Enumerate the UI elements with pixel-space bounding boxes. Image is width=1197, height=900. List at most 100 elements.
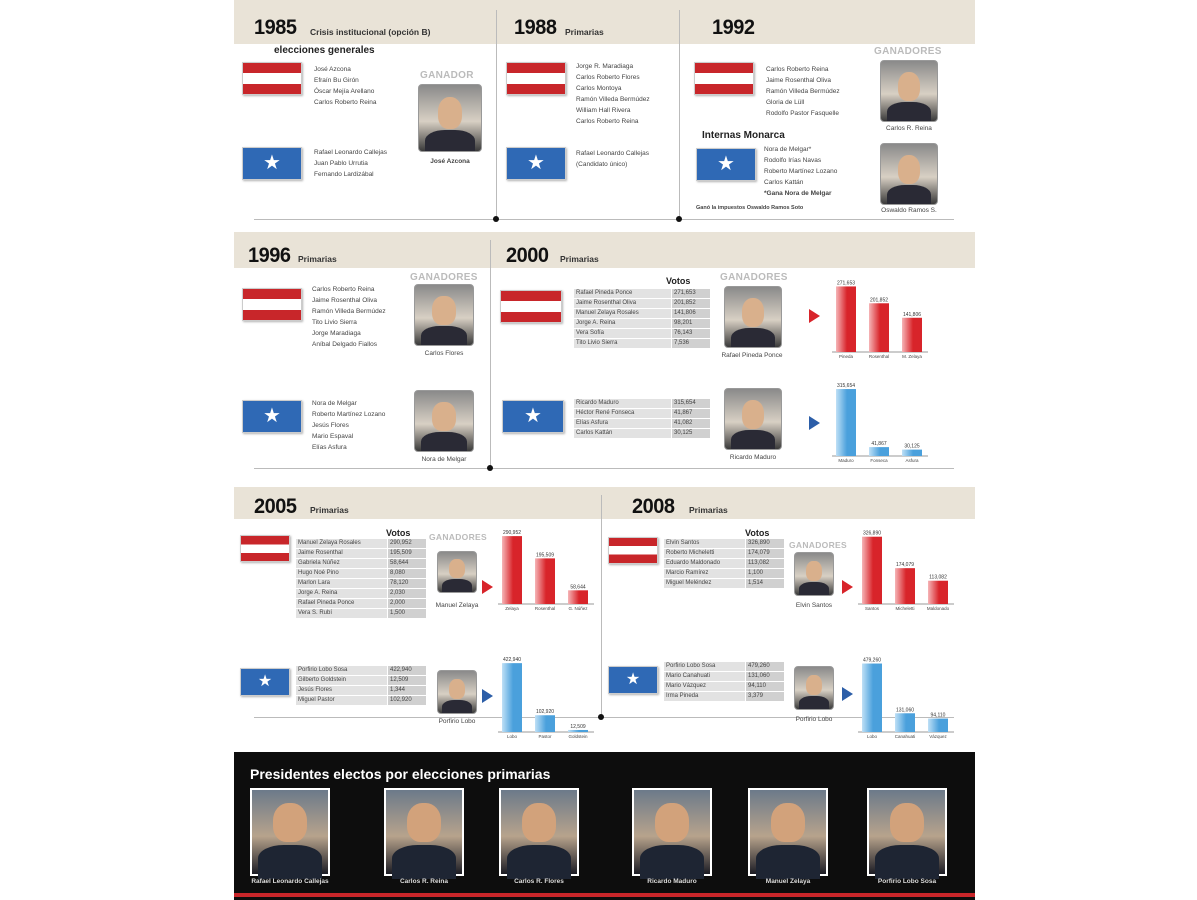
winner-label-2008: GANADORES — [789, 540, 847, 550]
category-label: Rosenthal — [869, 354, 889, 359]
winner-label-1985: GANADOR — [420, 70, 474, 81]
year-1988: 1988 — [514, 16, 557, 39]
winner-label-1992: GANADORES — [874, 46, 942, 57]
winner-photo-1996-1 — [414, 284, 474, 346]
chart-bar — [568, 729, 588, 732]
data-label: 479,260 — [863, 658, 881, 664]
president-photo — [748, 788, 828, 880]
liberal-flag — [506, 62, 566, 95]
data-label: 131,060 — [896, 707, 914, 713]
votes-2005-blue: Porfirio Lobo Sosa 422,940 Gilberto Golds… — [296, 666, 426, 706]
arrow-right-icon — [809, 309, 820, 323]
president-name: Carlos R. Flores — [514, 878, 564, 885]
category-label: Maldonado — [927, 606, 950, 611]
liberal-flag — [500, 290, 562, 323]
chart-bar — [902, 317, 922, 352]
chart-2005-blue: 422,940 Lobo 102,920 Pastor 12,509 Goldstein — [496, 648, 596, 745]
subtitle-1985: elecciones generales — [274, 45, 375, 56]
category-label: Canahuati — [895, 734, 916, 739]
winner-name-1992-2: Oswaldo Ramos S. — [881, 207, 937, 214]
names-1996-blue: Nora de Melgar Roberto Martínez Lozano Jes… — [312, 400, 386, 451]
chart-2000-blue: 315,654 Maduro 41,867 Fonseca 30,125 Asfura — [830, 372, 930, 469]
president-photo — [384, 788, 464, 880]
winner-name-1996-2: Nora de Melgar — [421, 456, 467, 463]
names-1988-red: Jorge R. Maradiaga Carlos Roberto Flores C… — [576, 63, 650, 125]
data-label: 174,079 — [896, 562, 914, 568]
data-label: 201,852 — [870, 297, 888, 303]
presidents-title: Presidentes electos por elecciones prima… — [250, 766, 551, 782]
data-label: 315,654 — [837, 383, 855, 389]
row3-band — [234, 487, 975, 519]
data-label: 30,125 — [904, 444, 920, 450]
winner-photo-1985 — [418, 84, 482, 152]
category-label: Asfura — [905, 458, 919, 463]
data-label: 94,110 — [931, 713, 946, 719]
title-2005: Primarias — [310, 505, 349, 515]
category-label: Pastor — [538, 734, 552, 739]
title-1985: Crisis institucional (opción B) — [310, 27, 431, 37]
category-label: Fonseca — [870, 458, 888, 463]
nacional-flag: ★ — [242, 400, 302, 433]
chart-2005-red: 290,952 Zelaya 195,509 Rosenthal 58,644 G. Nú… — [496, 520, 596, 617]
footnote-1992: Ganó la impuestos Oswaldo Ramos Soto — [696, 205, 804, 211]
names-1992-blue: Nora de Melgar* Rodolfo Irías Navas Robert… — [764, 146, 838, 197]
winner-name-2008-2: Porfirio Lobo — [795, 716, 833, 723]
winner-photo-1996-2 — [414, 390, 474, 452]
nacional-flag: ★ — [608, 666, 658, 694]
data-label: 290,952 — [503, 530, 521, 536]
chart-bar — [535, 558, 555, 604]
year-1985: 1985 — [254, 16, 297, 39]
winner-name-2008-1: Elvin Santos — [795, 602, 833, 609]
liberal-flag — [240, 535, 290, 562]
presidents-panel: Presidentes electos por elecciones prima… — [234, 752, 975, 900]
winner-name-2000-1: Rafael Pineda Ponce — [721, 352, 783, 359]
names-1985-red: José Azcona Efraín Bu Girón Óscar Mejía Ar… — [314, 66, 377, 106]
year-2000: 2000 — [506, 244, 549, 267]
chart-bar — [836, 286, 856, 352]
internas-title: Internas Monarca — [702, 130, 785, 141]
row1-band — [234, 0, 975, 44]
names-1996-red: Carlos Roberto Reina Jaime Rosenthal Oliv… — [312, 286, 386, 348]
votes-header-2008: Votos — [745, 528, 770, 538]
arrow-right-icon — [482, 689, 493, 703]
arrow-right-icon — [482, 580, 493, 594]
chart-bar — [862, 536, 882, 604]
president-photo — [499, 788, 579, 880]
liberal-flag — [242, 288, 302, 321]
data-label: 195,509 — [536, 552, 554, 558]
chart-bar — [869, 303, 889, 352]
winner-name-1992-1: Carlos R. Reina — [886, 125, 932, 132]
winner-photo-2005-1 — [437, 551, 477, 593]
category-label: Micheletti — [895, 606, 914, 611]
president-name: Ricardo Maduro — [647, 878, 697, 885]
bar-chart: 479,260 Lobo 131,060 Canahuati 94,110 Vázquez — [858, 658, 954, 739]
votes-2005-red: Manuel Zelaya Rosales 290,952 Jaime Rosen… — [296, 539, 426, 619]
president-photo — [867, 788, 947, 880]
nacional-flag: ★ — [242, 147, 302, 180]
liberal-flag — [242, 62, 302, 95]
chart-bar — [502, 536, 522, 604]
votes-2008-blue: Porfirio Lobo Sosa 479,260 Mario Canahuat… — [664, 662, 784, 702]
data-label: 422,940 — [503, 657, 521, 663]
chart-bar — [869, 447, 889, 456]
winner-name-2005-2: Porfirio Lobo — [438, 718, 476, 725]
chart-bar — [836, 389, 856, 456]
data-label: 58,644 — [570, 584, 586, 590]
chart-2008-red: 326,890 Santos 174,079 Micheletti 113,082 Mal… — [856, 520, 956, 617]
chart-bar — [568, 590, 588, 604]
title-1988: Primarias — [565, 27, 604, 37]
winner-photo-2008-1 — [794, 552, 834, 596]
winner-photo-2008-2 — [794, 666, 834, 710]
category-label: Goldstein — [568, 734, 588, 739]
president-name: Rafael Leonardo Callejas — [251, 878, 329, 885]
category-label: Maduro — [838, 458, 854, 463]
votes-header-2005: Votos — [386, 528, 411, 538]
infographic: 1985 Crisis institucional (opción B) ele… — [234, 0, 975, 900]
bar-chart: 271,653 Pineda 201,852 Rosenthal 141,806 M. Z… — [832, 280, 928, 359]
category-label: M. Zelaya — [902, 354, 922, 359]
data-label: 271,653 — [837, 280, 855, 286]
winner-label-1996: GANADORES — [410, 272, 478, 283]
winner-photo-2000-1 — [724, 286, 782, 348]
winner-label-2005: GANADORES — [429, 532, 487, 542]
nacional-flag: ★ — [502, 400, 564, 433]
